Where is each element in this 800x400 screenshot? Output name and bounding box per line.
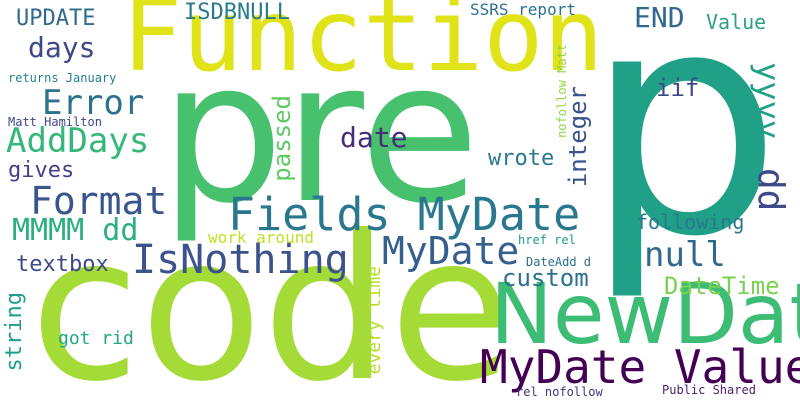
word-following: following <box>636 210 745 234</box>
word-date: date <box>340 121 408 154</box>
word-gives: gives <box>8 158 75 183</box>
word-got-rid: got rid <box>58 328 134 349</box>
word-null: null <box>644 235 726 275</box>
word-mmmm-dd: MMMM dd <box>12 213 139 248</box>
word-passed: passed <box>268 95 296 182</box>
word-pre: pre <box>160 19 480 246</box>
word-returns-january: returns January <box>8 71 117 85</box>
word-isdbnull: ISDBNULL <box>184 0 290 25</box>
word-integer: integer <box>564 86 592 188</box>
word-string: string <box>2 292 27 372</box>
word-href-rel: href rel <box>518 233 576 247</box>
word-datetime: DateTime <box>664 272 780 300</box>
word-mydate-value: MyDate Value <box>480 340 800 394</box>
word-fields-mydate: Fields MyDate <box>228 188 581 241</box>
word-nofollow-matt: nofollow Matt <box>555 44 569 138</box>
word-error: Error <box>42 83 145 123</box>
word-function: Function <box>122 0 604 94</box>
word-matt-hamilton: Matt Hamilton <box>8 115 102 129</box>
word-dd: dd <box>750 168 791 212</box>
word-work-around: work around <box>208 228 314 247</box>
word-public-shared: Public Shared <box>662 383 756 397</box>
word-yyyy: yyyy <box>749 62 787 140</box>
word-ssrs-report: SSRS report <box>470 0 576 19</box>
word-format: Format <box>30 179 168 223</box>
word-p: p <box>585 0 782 305</box>
word-rel-nofollow: rel nofollow <box>516 385 603 399</box>
word-iif: iif <box>656 74 700 102</box>
word-update: UPDATE <box>16 6 96 31</box>
word-code: code <box>30 193 513 400</box>
word-value: Value <box>706 10 767 34</box>
word-dateadd-d: DateAdd d <box>526 255 592 269</box>
word-end: END <box>634 1 685 34</box>
word-newdate: NewDate <box>490 265 800 363</box>
word-textbox: textbox <box>16 252 109 277</box>
word-every-time: every time <box>364 266 385 375</box>
word-days: days <box>28 31 96 64</box>
word-isnothing: IsNothing <box>132 237 349 283</box>
word-mydate: MyDate <box>382 229 520 273</box>
word-custom: custom <box>502 264 589 292</box>
word-adddays: AddDays <box>6 121 150 161</box>
word-wrote: wrote <box>488 146 555 171</box>
